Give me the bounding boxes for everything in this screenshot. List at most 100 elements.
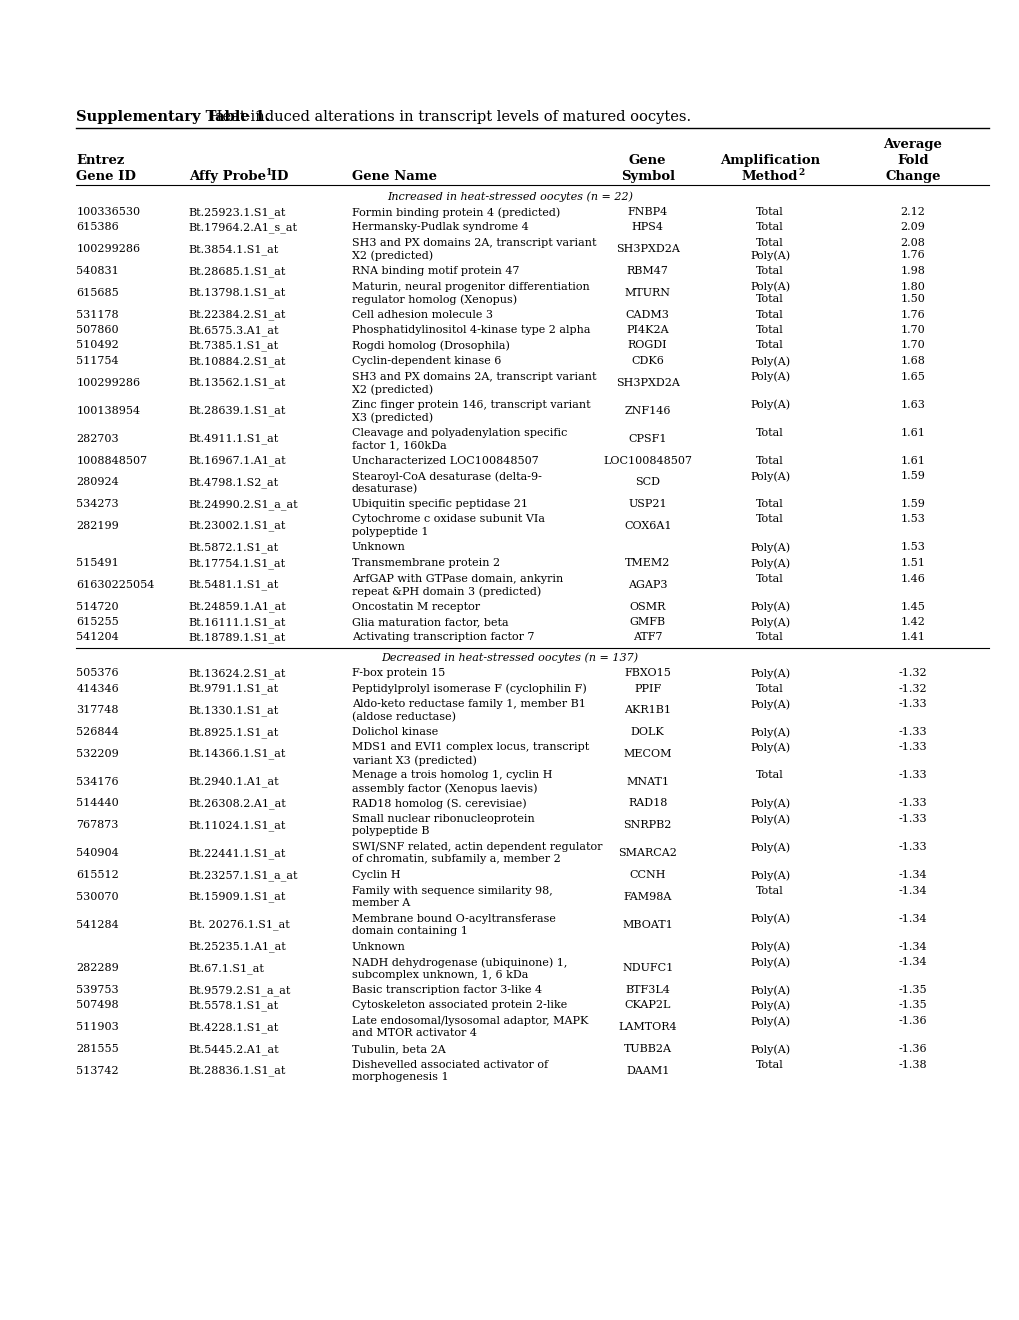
Text: -1.33: -1.33: [898, 799, 926, 808]
Text: Total: Total: [755, 684, 784, 693]
Text: 1.46: 1.46: [900, 573, 924, 583]
Text: 531178: 531178: [76, 309, 119, 319]
Text: CCNH: CCNH: [629, 870, 665, 880]
Text: 100138954: 100138954: [76, 405, 141, 416]
Text: Total: Total: [755, 515, 784, 524]
Text: ATF7: ATF7: [633, 632, 661, 643]
Text: Poly(A): Poly(A): [749, 985, 790, 995]
Text: -1.35: -1.35: [898, 985, 926, 995]
Text: 541284: 541284: [76, 920, 119, 929]
Text: desaturase): desaturase): [352, 483, 418, 494]
Text: Bt.24859.1.A1_at: Bt.24859.1.A1_at: [189, 602, 286, 612]
Text: Bt.13562.1.S1_at: Bt.13562.1.S1_at: [189, 378, 285, 388]
Text: BTF3L4: BTF3L4: [625, 985, 669, 995]
Text: Bt.4911.1.S1_at: Bt.4911.1.S1_at: [189, 434, 278, 445]
Text: Total: Total: [755, 499, 784, 510]
Text: Poly(A): Poly(A): [749, 251, 790, 261]
Text: Affy Probe ID: Affy Probe ID: [189, 170, 287, 183]
Text: Total: Total: [755, 428, 784, 437]
Text: 511903: 511903: [76, 1022, 119, 1032]
Text: Bt.15909.1.S1_at: Bt.15909.1.S1_at: [189, 892, 285, 903]
Text: HPS4: HPS4: [631, 223, 663, 232]
Text: 100299286: 100299286: [76, 378, 141, 388]
Text: Poly(A): Poly(A): [749, 870, 790, 880]
Text: Bt.28685.1.S1_at: Bt.28685.1.S1_at: [189, 267, 285, 277]
Text: Bt.16967.1.A1_at: Bt.16967.1.A1_at: [189, 455, 286, 466]
Text: 1.59: 1.59: [900, 471, 924, 480]
Text: Cleavage and polyadenylation specific: Cleavage and polyadenylation specific: [352, 428, 567, 437]
Text: SNRPB2: SNRPB2: [623, 820, 672, 830]
Text: Entrez: Entrez: [76, 154, 124, 168]
Text: Total: Total: [755, 207, 784, 216]
Text: variant X3 (predicted): variant X3 (predicted): [352, 755, 476, 766]
Text: 510492: 510492: [76, 341, 119, 351]
Text: Decreased in heat-stressed oocytes (n = 137): Decreased in heat-stressed oocytes (n = …: [381, 652, 638, 663]
Text: 281555: 281555: [76, 1044, 119, 1053]
Text: Late endosomal/lysosomal adaptor, MAPK: Late endosomal/lysosomal adaptor, MAPK: [352, 1016, 588, 1026]
Text: Supplementary Table 1.: Supplementary Table 1.: [76, 110, 270, 124]
Text: regulator homolog (Xenopus): regulator homolog (Xenopus): [352, 294, 517, 305]
Text: Rogdi homolog (Drosophila): Rogdi homolog (Drosophila): [352, 341, 510, 351]
Text: Bt.23257.1.S1_a_at: Bt.23257.1.S1_a_at: [189, 870, 298, 880]
Text: ArfGAP with GTPase domain, ankyrin: ArfGAP with GTPase domain, ankyrin: [352, 573, 562, 583]
Text: factor 1, 160kDa: factor 1, 160kDa: [352, 440, 446, 450]
Text: Poly(A): Poly(A): [749, 814, 790, 825]
Text: Bt.5578.1.S1_at: Bt.5578.1.S1_at: [189, 1001, 278, 1011]
Text: Family with sequence similarity 98,: Family with sequence similarity 98,: [352, 886, 552, 895]
Text: Small nuclear ribonucleoprotein: Small nuclear ribonucleoprotein: [352, 814, 534, 824]
Text: Ubiquitin specific peptidase 21: Ubiquitin specific peptidase 21: [352, 499, 528, 510]
Text: 2.09: 2.09: [900, 223, 924, 232]
Text: Bt.24990.2.S1_a_at: Bt.24990.2.S1_a_at: [189, 499, 298, 510]
Text: 515491: 515491: [76, 558, 119, 568]
Text: X2 (predicted): X2 (predicted): [352, 251, 433, 261]
Text: X3 (predicted): X3 (predicted): [352, 412, 433, 422]
Text: -1.33: -1.33: [898, 727, 926, 737]
Text: Gene Name: Gene Name: [352, 170, 436, 183]
Text: 2: 2: [797, 168, 804, 177]
Text: Bt.14366.1.S1_at: Bt.14366.1.S1_at: [189, 748, 285, 759]
Text: 1.45: 1.45: [900, 602, 924, 611]
Text: 615255: 615255: [76, 616, 119, 627]
Text: -1.34: -1.34: [898, 957, 926, 968]
Text: 280924: 280924: [76, 478, 119, 487]
Text: FBXO15: FBXO15: [624, 668, 671, 678]
Text: Transmembrane protein 2: Transmembrane protein 2: [352, 558, 499, 568]
Text: morphogenesis 1: morphogenesis 1: [352, 1072, 448, 1082]
Text: ROGDI: ROGDI: [628, 341, 666, 351]
Text: Oncostatin M receptor: Oncostatin M receptor: [352, 602, 480, 611]
Text: MNAT1: MNAT1: [626, 776, 668, 787]
Text: 1.76: 1.76: [900, 309, 924, 319]
Text: 1: 1: [265, 168, 272, 177]
Text: 1.65: 1.65: [900, 371, 924, 381]
Text: SH3 and PX domains 2A, transcript variant: SH3 and PX domains 2A, transcript varian…: [352, 371, 596, 381]
Text: Bt.25923.1.S1_at: Bt.25923.1.S1_at: [189, 207, 285, 218]
Text: -1.33: -1.33: [898, 771, 926, 780]
Text: 511754: 511754: [76, 356, 119, 366]
Text: Bt.7385.1.S1_at: Bt.7385.1.S1_at: [189, 341, 278, 351]
Text: Poly(A): Poly(A): [749, 1001, 790, 1011]
Text: GMFB: GMFB: [629, 616, 665, 627]
Text: -1.34: -1.34: [898, 913, 926, 924]
Text: DOLK: DOLK: [630, 727, 664, 737]
Text: Bt.22441.1.S1_at: Bt.22441.1.S1_at: [189, 849, 285, 859]
Text: Bt.2940.1.A1_at: Bt.2940.1.A1_at: [189, 776, 279, 788]
Text: -1.33: -1.33: [898, 814, 926, 824]
Text: 514720: 514720: [76, 602, 119, 611]
Text: MECOM: MECOM: [623, 748, 672, 759]
Text: F-box protein 15: F-box protein 15: [352, 668, 444, 678]
Text: MDS1 and EVI1 complex locus, transcript: MDS1 and EVI1 complex locus, transcript: [352, 742, 589, 752]
Text: Cell adhesion molecule 3: Cell adhesion molecule 3: [352, 309, 492, 319]
Text: 540831: 540831: [76, 267, 119, 276]
Text: 505376: 505376: [76, 668, 119, 678]
Text: Maturin, neural progenitor differentiation: Maturin, neural progenitor differentiati…: [352, 281, 589, 292]
Text: COX6A1: COX6A1: [624, 521, 671, 531]
Text: Poly(A): Poly(A): [749, 913, 790, 924]
Text: 1.61: 1.61: [900, 428, 924, 437]
Text: Bt.28836.1.S1_at: Bt.28836.1.S1_at: [189, 1065, 285, 1077]
Text: NADH dehydrogenase (ubiquinone) 1,: NADH dehydrogenase (ubiquinone) 1,: [352, 957, 567, 968]
Text: Bt.3854.1.S1_at: Bt.3854.1.S1_at: [189, 244, 278, 255]
Text: AKR1B1: AKR1B1: [624, 705, 671, 715]
Text: 539753: 539753: [76, 985, 119, 995]
Text: 1.70: 1.70: [900, 325, 924, 335]
Text: Bt.5445.2.A1_at: Bt.5445.2.A1_at: [189, 1044, 279, 1055]
